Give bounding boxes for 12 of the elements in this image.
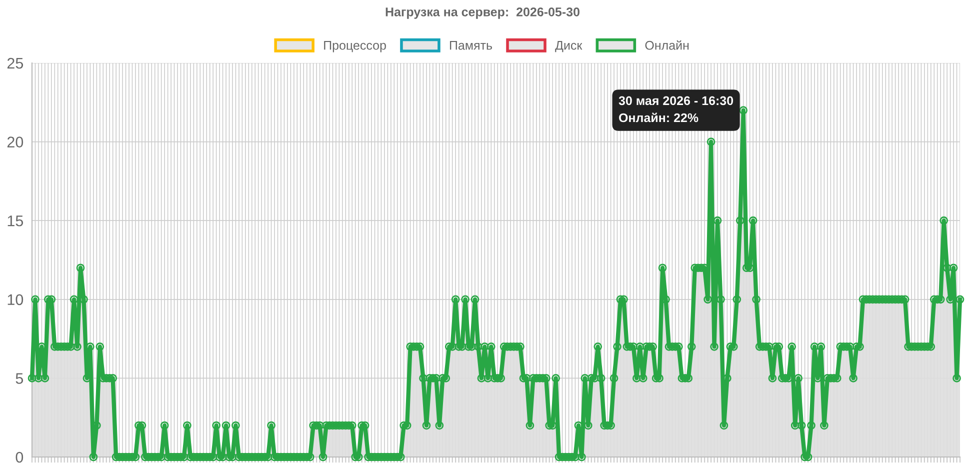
legend-label: Процессор: [324, 41, 386, 52]
y-tick-label: 0: [16, 452, 24, 463]
y-tick-label: 5: [16, 373, 24, 384]
y-tick-label: 25: [7, 58, 24, 69]
y-tick-label: 15: [8, 216, 24, 226]
annotation: 30 мая 2026 - 16:30 Онлайн: 22%: [618, 96, 734, 122]
y-tick-label: 10: [8, 294, 24, 306]
legend-label: Диск: [555, 41, 582, 52]
legend-label: Онлайн: [645, 40, 689, 50]
legend-label: Память: [450, 41, 492, 50]
y-tick-label: 20: [7, 136, 24, 148]
chart-title: Нагрузка на сервер: 2026-05-30: [386, 8, 580, 19]
